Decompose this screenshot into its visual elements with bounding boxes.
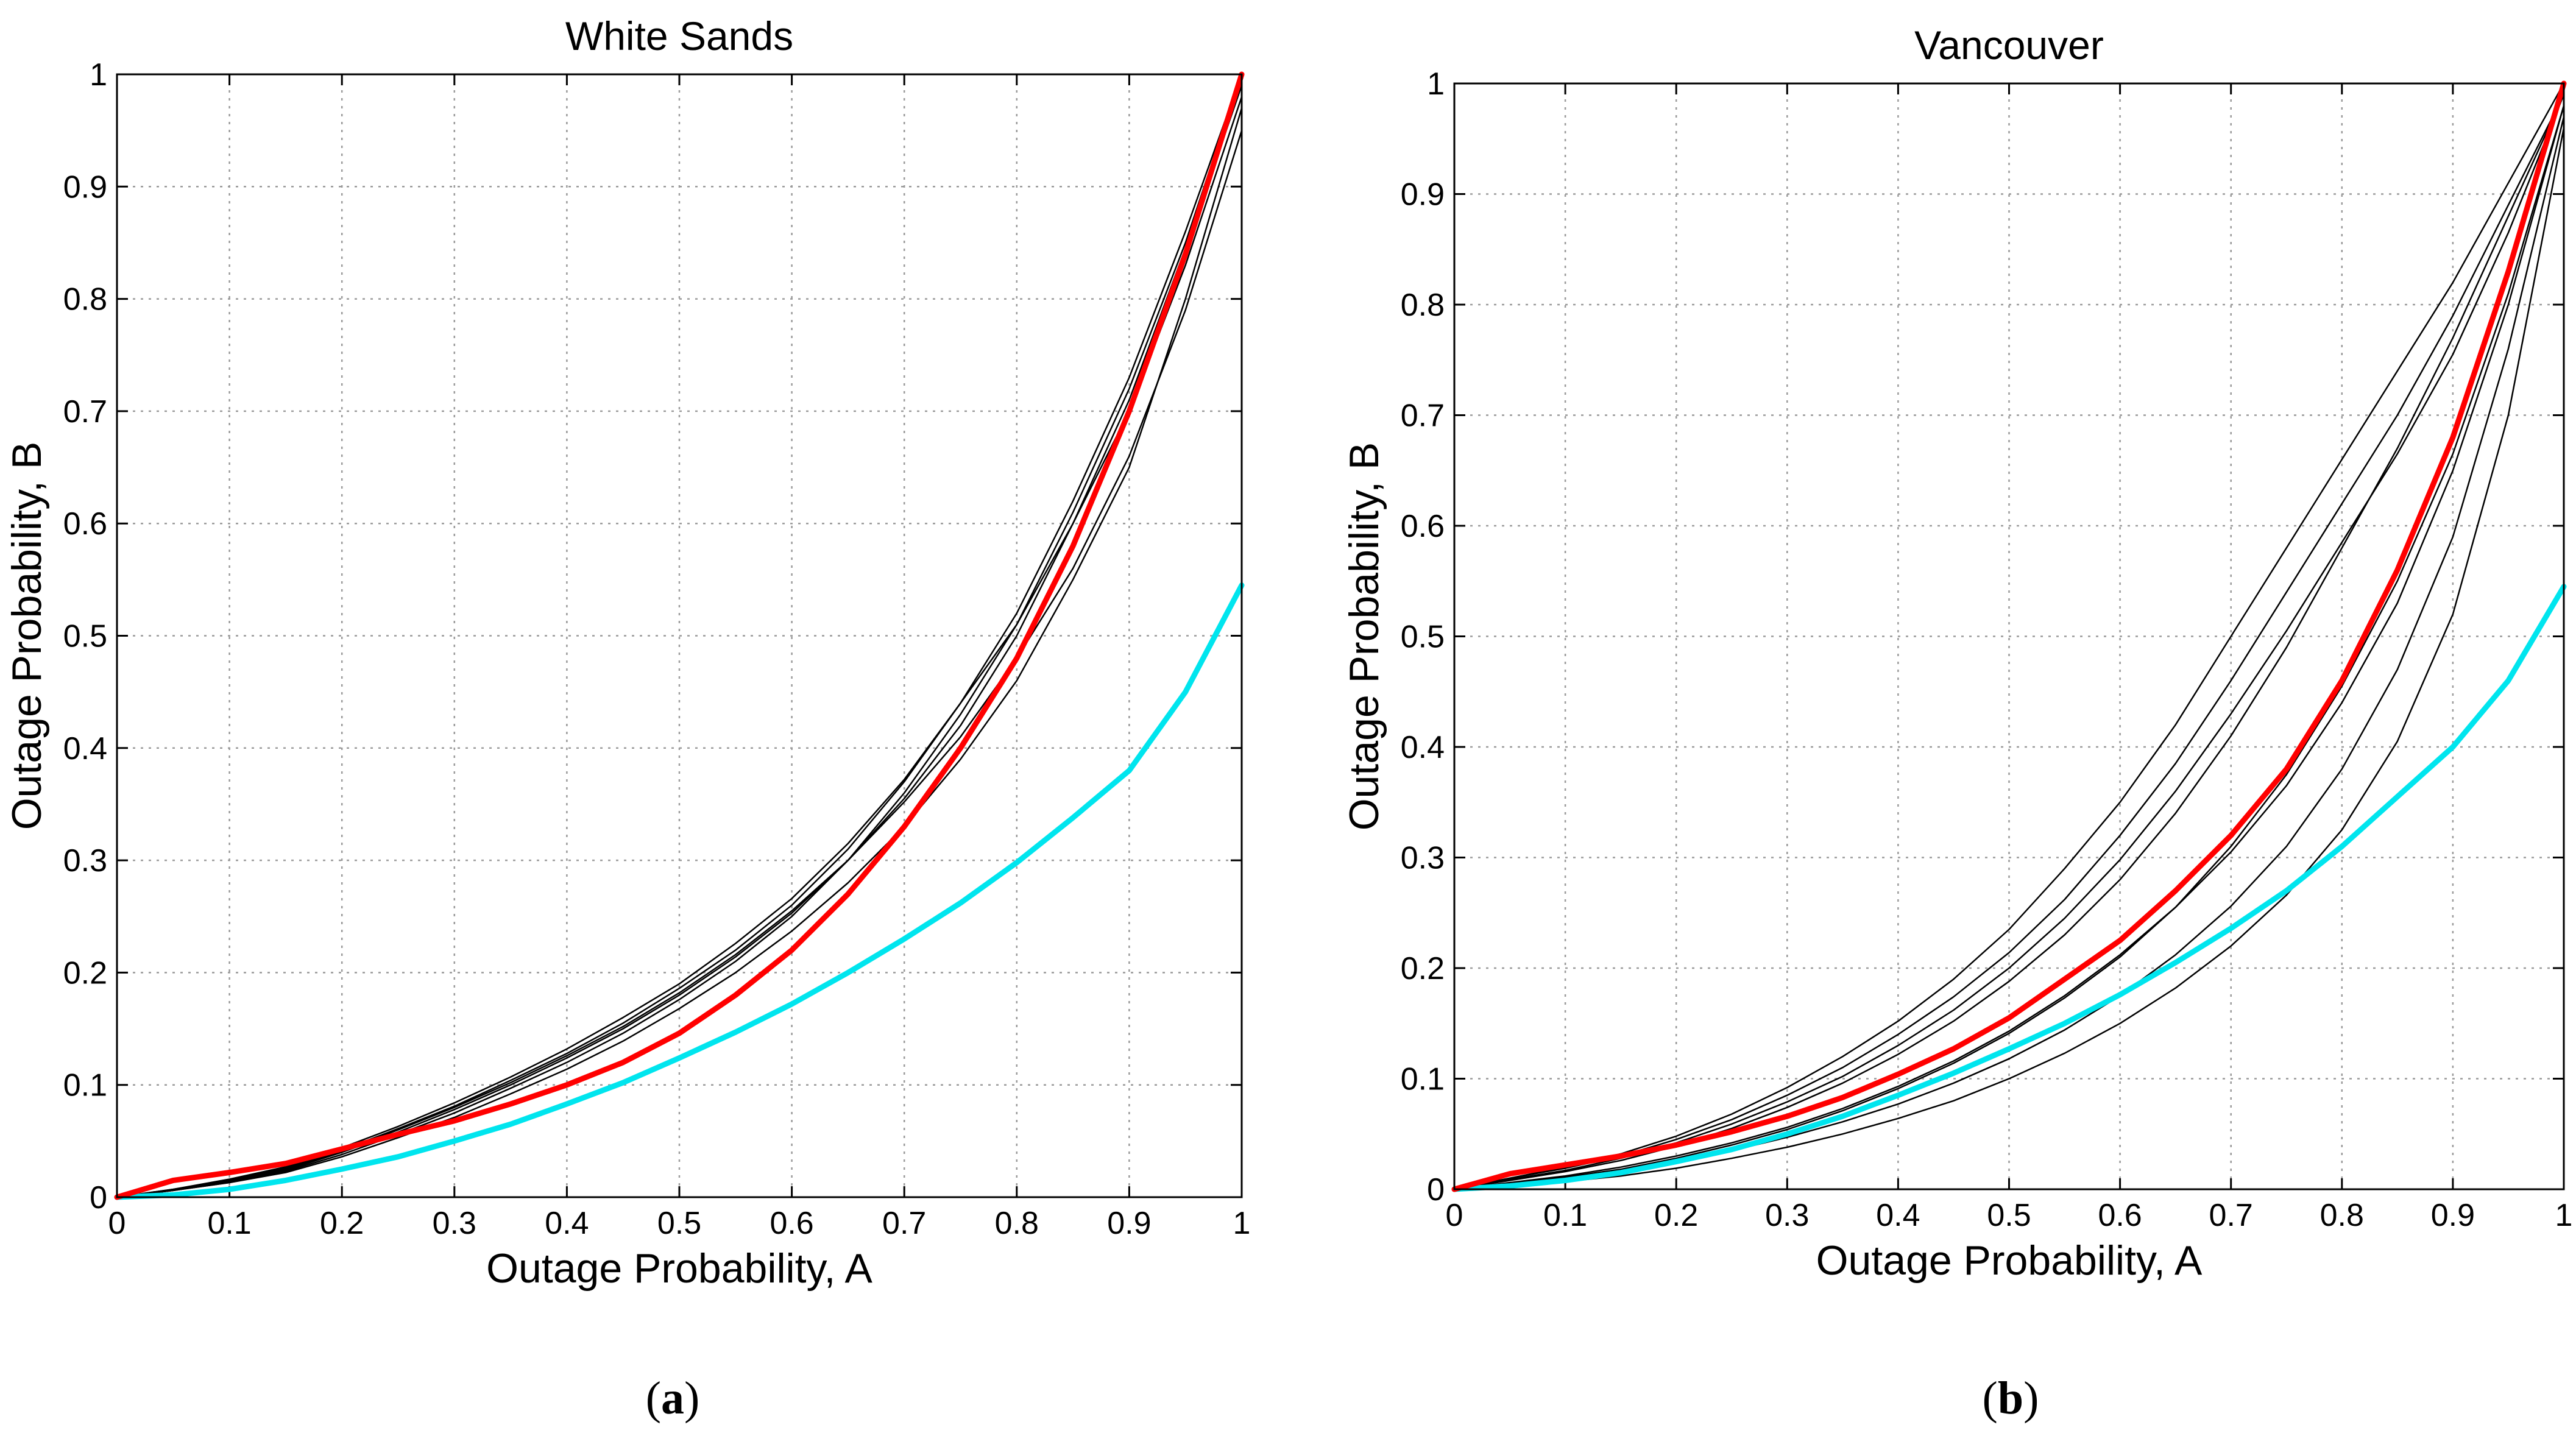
series-line-ensemble-1 (116, 73, 1243, 1198)
x-tick-label: 0.3 (1765, 1198, 1809, 1233)
y-axis-label: Outage Probability, B (1341, 442, 1387, 831)
x-tick-label: 0 (108, 1206, 126, 1241)
y-tick-label: 0.3 (1401, 841, 1445, 876)
series-line-ensemble-8 (1453, 105, 2565, 1190)
y-tick-label: 1 (90, 57, 107, 93)
series-line-ensemble-6 (116, 129, 1243, 1198)
x-tick-label: 1 (2555, 1198, 2573, 1233)
y-tick-label: 0.7 (1401, 398, 1445, 434)
x-tick-label: 0.5 (657, 1206, 701, 1241)
x-tick-label: 0.9 (2431, 1198, 2475, 1233)
y-tick-label: 0.8 (1401, 288, 1445, 323)
caption-b: (b) (1983, 1373, 2039, 1424)
series-line-red (1451, 80, 2567, 1192)
y-tick-label: 0.9 (1401, 177, 1445, 213)
y-tick-label: 0.5 (63, 619, 107, 654)
x-tick-label: 0.1 (1543, 1198, 1587, 1233)
caption-a: (a) (646, 1373, 700, 1424)
y-tick-label: 0.4 (1401, 730, 1445, 765)
x-tick-label: 0.7 (2209, 1198, 2253, 1233)
y-tick-label: 0 (1427, 1172, 1445, 1208)
series-line-cyan (1451, 584, 2567, 1192)
y-tick-label: 1 (1427, 66, 1445, 102)
x-tick-label: 0.8 (995, 1206, 1039, 1241)
plot-frame (116, 73, 1243, 1198)
x-axis-label: Outage Probability, A (486, 1245, 872, 1292)
series-line-ensemble-5 (116, 107, 1243, 1198)
x-tick-label: 0.1 (207, 1206, 251, 1241)
x-tick-label: 0.3 (433, 1206, 476, 1241)
y-tick-label: 0.6 (1401, 509, 1445, 544)
chart-title: Vancouver (1914, 23, 2104, 68)
panel-b-vancouver: 0 0.1 0.2 0.3 0.4 0.5 0.6 0.7 0.8 0.9 1 0 0.1 0.2 0.3 0… (1341, 23, 2572, 1284)
plot-frame (1453, 82, 2565, 1190)
y-tick-label: 0.6 (63, 506, 107, 542)
x-tick-label: 0.4 (545, 1206, 589, 1241)
series-line-ensemble-1 (1453, 82, 2565, 1190)
x-axis-label: Outage Probability, A (1816, 1237, 2203, 1284)
y-tick-label: 0.1 (63, 1068, 107, 1103)
x-tick-label: 0 (1446, 1198, 1463, 1233)
series-line-ensemble-3 (116, 85, 1243, 1198)
y-tick-label: 0.5 (1401, 620, 1445, 655)
x-tick-label: 0.7 (882, 1206, 926, 1241)
y-tick-label: 0.9 (63, 169, 107, 205)
y-axis-label: Outage Probability, B (4, 442, 50, 830)
series-line-ensemble-4 (1453, 105, 2565, 1190)
series-line-cyan (114, 582, 1245, 1200)
x-tick-label: 0.2 (320, 1206, 364, 1241)
y-tick-label: 0.1 (1401, 1062, 1445, 1097)
x-tick-label: 0.4 (1876, 1198, 1920, 1233)
series-line-red (114, 71, 1245, 1200)
y-tick-label: 0.8 (63, 282, 107, 317)
y-tick-label: 0.3 (63, 843, 107, 879)
y-tick-label: 0.2 (63, 955, 107, 991)
x-tick-label: 0.2 (1654, 1198, 1698, 1233)
y-tick-label: 0.7 (63, 394, 107, 430)
panel-a-white-sands: 0 0.1 0.2 0.3 0.4 0.5 0.6 0.7 0.8 0.9 1 0 0.1 0.2 0.3 0… (4, 13, 1250, 1292)
series-line-ensemble-2 (116, 73, 1243, 1198)
series-line-ensemble-3 (1453, 93, 2565, 1190)
y-tick-label: 0.4 (63, 731, 107, 766)
chart-title: White Sands (565, 13, 793, 58)
series-line-ensemble-6 (1453, 127, 2565, 1190)
y-tick-label: 0 (90, 1180, 107, 1215)
x-tick-label: 0.8 (2320, 1198, 2364, 1233)
x-tick-label: 0.5 (1987, 1198, 2031, 1233)
x-tick-label: 0.9 (1107, 1206, 1151, 1241)
y-tick-label: 0.2 (1401, 951, 1445, 986)
x-tick-label: 1 (1233, 1206, 1251, 1241)
x-tick-label: 0.6 (770, 1206, 813, 1241)
x-tick-label: 0.6 (2098, 1198, 2142, 1233)
